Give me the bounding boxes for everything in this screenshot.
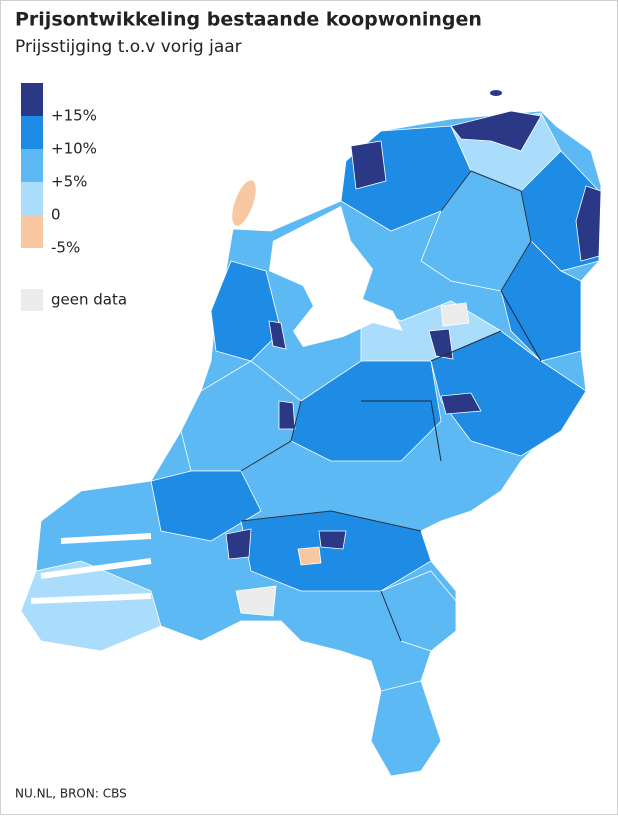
region [500,240,582,362]
legend-swatch [21,83,43,116]
region [268,320,287,350]
legend: +15% +10% +5% 0 -5% geen data [21,83,127,311]
subtitle: Prijsstijging t.o.v vorig jaar [15,37,242,57]
region [440,392,482,415]
region [278,400,296,430]
source: NU.NL, BRON: CBS [15,787,127,801]
legend-swatch [21,289,43,311]
legend-label: -5% [51,239,80,257]
legend-label: +10% [51,140,97,158]
region [235,585,277,617]
water [30,533,152,604]
legend-swatch [21,149,43,182]
map [20,90,602,777]
region [150,470,262,542]
region [350,140,387,190]
legend-swatch [21,215,43,248]
region [297,546,322,566]
region [428,328,454,360]
region [225,528,252,560]
region [318,530,347,550]
region [430,330,587,457]
legend-label: +5% [51,173,87,191]
legend-swatch [21,116,43,149]
province-border [240,170,542,642]
region [370,680,442,777]
regions [20,112,600,777]
legend-label: 0 [51,206,61,224]
region [450,110,542,152]
legend-label: +15% [51,107,97,125]
region [20,560,162,652]
region [575,185,602,262]
island [232,180,256,226]
legend-swatch [21,182,43,215]
region [290,360,442,462]
water [269,206,403,347]
title: Prijsontwikkeling bestaande koopwoningen [15,9,482,31]
island [490,90,502,96]
region [440,302,470,327]
highlight-regions [225,110,602,560]
legend-label: geen data [51,291,127,309]
